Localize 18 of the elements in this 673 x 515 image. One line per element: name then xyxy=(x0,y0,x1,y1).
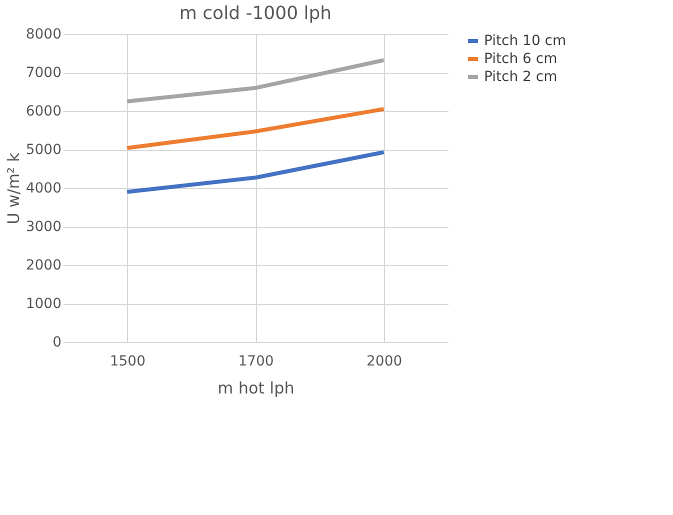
y-tick-label: 8000 xyxy=(26,26,62,42)
x-tick-label: 1700 xyxy=(238,354,274,370)
x-tick-label: 2000 xyxy=(366,354,402,370)
y-tick-label: 6000 xyxy=(26,104,62,120)
legend-label: Pitch 6 cm xyxy=(484,51,558,67)
legend-label: Pitch 10 cm xyxy=(484,33,566,49)
legend-label: Pitch 2 cm xyxy=(484,69,558,85)
x-tick-label: 1500 xyxy=(110,354,146,370)
y-tick-label: 2000 xyxy=(26,258,62,274)
y-tick-label: 4000 xyxy=(26,180,62,196)
y-tick-label: 1000 xyxy=(26,296,62,312)
y-axis-title: U w/m² k xyxy=(4,152,23,224)
y-tick-label: 3000 xyxy=(26,219,62,235)
y-tick-label: 0 xyxy=(52,334,62,350)
x-axis-title: m hot lph xyxy=(218,378,294,398)
y-tick-label: 5000 xyxy=(26,142,62,158)
chart-title: m cold -1000 lph xyxy=(179,3,332,24)
y-tick-label: 7000 xyxy=(26,65,62,81)
